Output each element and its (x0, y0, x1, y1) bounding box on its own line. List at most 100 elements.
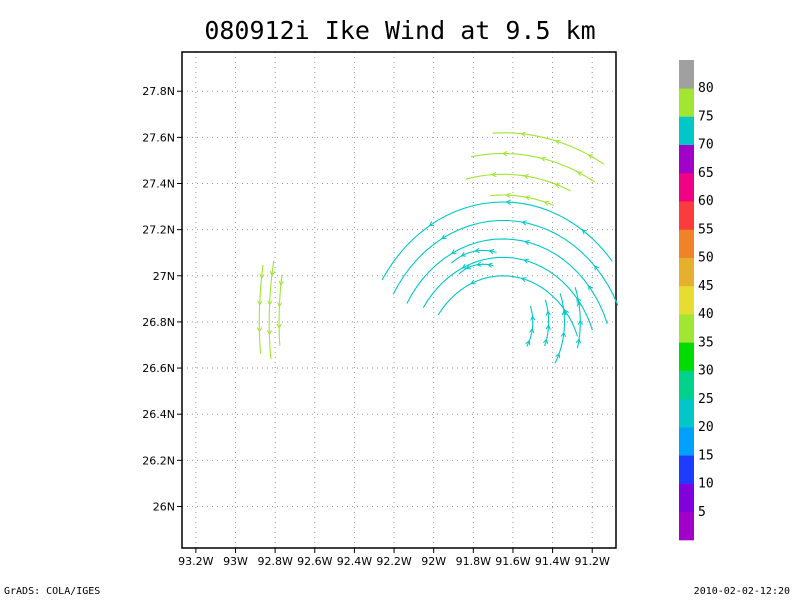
wind-arrowhead (543, 200, 550, 206)
wind-arrowhead (428, 221, 435, 227)
x-tick-label: 91.2W (575, 555, 610, 568)
footer-credit: GrADS: COLA/IGES (4, 586, 101, 597)
x-tick-label: 92.2W (376, 555, 411, 568)
wind-arrowhead (465, 264, 472, 270)
wind-arrowhead (540, 156, 546, 162)
wind-arrowhead (529, 327, 535, 334)
wind-arrowhead (256, 327, 263, 333)
colorbar-segment (679, 172, 694, 202)
wind-arrowhead (525, 339, 531, 346)
wind-vectors (256, 131, 619, 364)
colorbar-label: 20 (698, 420, 714, 435)
wind-arrowhead (266, 329, 273, 336)
wind-streamline (392, 219, 619, 306)
wind-streamline (381, 201, 613, 281)
wind-arrowhead (554, 183, 561, 189)
x-tick-label: 92.8W (257, 555, 292, 568)
wind-arrowhead (460, 251, 467, 257)
y-axis-ticks: 27.8N 27.6N 27.4N 27.2N 27N 26.8N 26.6N 26.4N 26… (142, 85, 182, 513)
y-tick-label: 27.8N (142, 85, 175, 98)
wind-arrowhead (521, 220, 527, 226)
wind-streamline (258, 264, 264, 354)
wind-arrowhead (560, 331, 566, 338)
wind-arrowhead (554, 139, 561, 145)
colorbar-label: 70 (698, 138, 714, 153)
wind-arrowhead (561, 310, 567, 316)
wind-arrowhead (476, 261, 482, 267)
wind-arrowhead (267, 300, 273, 306)
y-tick-label: 27.2N (142, 224, 175, 237)
wind-arrowhead (474, 247, 480, 254)
colorbar-label: 65 (698, 166, 714, 181)
colorbar-label: 55 (698, 222, 714, 237)
wind-streamline (437, 275, 579, 337)
x-tick-label: 92W (421, 555, 446, 568)
x-tick-label: 91.6W (495, 555, 530, 568)
wind-arrowhead (441, 234, 447, 240)
wind-arrowhead (450, 249, 457, 255)
colorbar-label: 35 (698, 335, 714, 350)
wind-streamline (465, 173, 571, 192)
wind-streamline (268, 260, 275, 359)
colorbar-segment (679, 455, 694, 484)
wind-streamline (451, 249, 497, 264)
wind-arrowhead (577, 319, 583, 325)
wind-arrowhead (470, 279, 476, 285)
y-tick-label: 27.4N (142, 177, 175, 190)
colorbar-label: 30 (698, 364, 714, 379)
colorbar-label: 60 (698, 194, 714, 209)
colorbar-segment (679, 398, 694, 428)
wind-arrowhead (545, 310, 551, 316)
colorbar: 5 10 15 20 25 30 35 40 45 50 55 60 65 70 75 80 (679, 60, 714, 541)
colorbar-segment (679, 314, 694, 343)
wind-streamline (422, 256, 593, 331)
wind-arrowhead (276, 323, 282, 329)
wind-arrowhead (524, 195, 531, 201)
wind-arrowhead (257, 300, 263, 306)
wind-arrowhead (576, 297, 582, 303)
x-tick-label: 92.4W (337, 555, 372, 568)
wind-arrowhead (487, 262, 493, 268)
wind-arrowhead (594, 265, 600, 271)
colorbar-label: 5 (698, 505, 706, 520)
colorbar-label: 15 (698, 448, 714, 463)
wind-arrowhead (461, 263, 468, 269)
wind-arrowhead (520, 277, 527, 283)
y-tick-label: 26.2N (142, 454, 175, 467)
colorbar-label: 25 (698, 392, 714, 407)
wind-arrowhead (543, 338, 549, 344)
colorbar-label: 45 (698, 279, 714, 294)
colorbar-segment (679, 201, 694, 230)
x-tick-label: 91.4W (535, 555, 570, 568)
wind-arrowhead (491, 171, 497, 178)
y-tick-label: 27.6N (142, 131, 175, 144)
wind-streamline (470, 152, 596, 183)
wind-arrowhead (588, 285, 593, 291)
wind-arrowhead (523, 173, 529, 180)
wind-arrowhead (524, 239, 530, 245)
wind-arrowhead (278, 280, 284, 287)
x-tick-label: 92.6W (297, 555, 332, 568)
y-tick-label: 26.4N (142, 408, 175, 421)
colorbar-segment (679, 370, 694, 400)
wind-arrowhead (488, 248, 495, 255)
colorbar-segment (679, 511, 694, 541)
wind-arrowhead (501, 150, 508, 157)
wind-arrowhead (530, 315, 536, 321)
footer-timestamp: 2010-02-02-12:20 (693, 586, 790, 597)
y-tick-label: 27N (153, 270, 175, 283)
y-tick-label: 26.6N (142, 362, 175, 375)
wind-arrowhead (575, 338, 582, 344)
wind-streamline (574, 287, 581, 349)
wind-arrowhead (269, 270, 276, 277)
wind-arrowhead (523, 258, 529, 264)
colorbar-segment (679, 285, 694, 315)
colorbar-segment (679, 342, 694, 371)
colorbar-segment (679, 144, 694, 174)
colorbar-segment (679, 427, 694, 456)
colorbar-label: 40 (698, 307, 714, 322)
plot-title: 080912i Ike Wind at 9.5 km (204, 16, 596, 45)
x-tick-label: 93W (223, 555, 248, 568)
y-tick-label: 26N (153, 500, 175, 513)
colorbar-segment (679, 88, 694, 117)
